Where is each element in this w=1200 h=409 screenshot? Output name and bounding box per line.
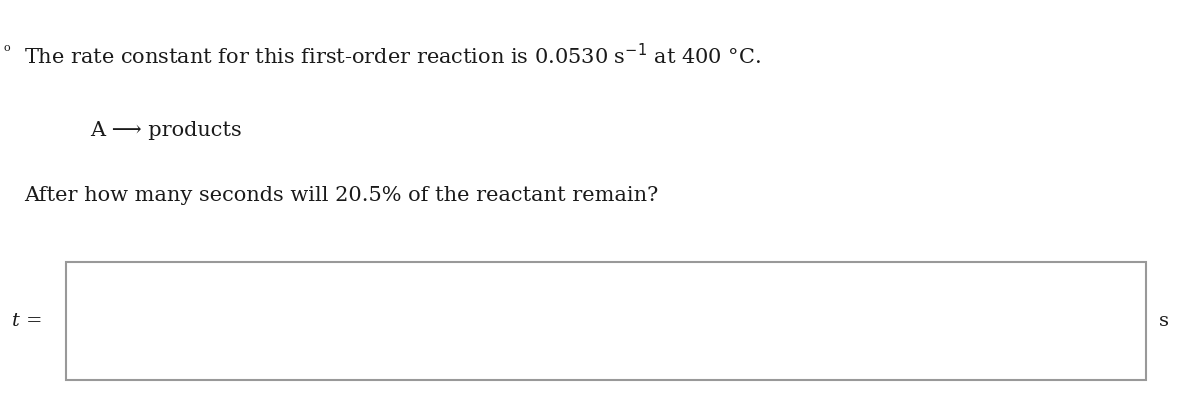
Text: A ⟶ products: A ⟶ products (90, 121, 241, 139)
Text: The rate constant for this first-order reaction is 0.0530 s$^{-1}$ at 400 °C.: The rate constant for this first-order r… (24, 43, 761, 68)
Text: s: s (1159, 312, 1169, 330)
Text: t =: t = (12, 312, 42, 330)
Text: o: o (4, 43, 11, 53)
Text: After how many seconds will 20.5% of the reactant remain?: After how many seconds will 20.5% of the… (24, 186, 659, 205)
Bar (66, 262, 1146, 380)
